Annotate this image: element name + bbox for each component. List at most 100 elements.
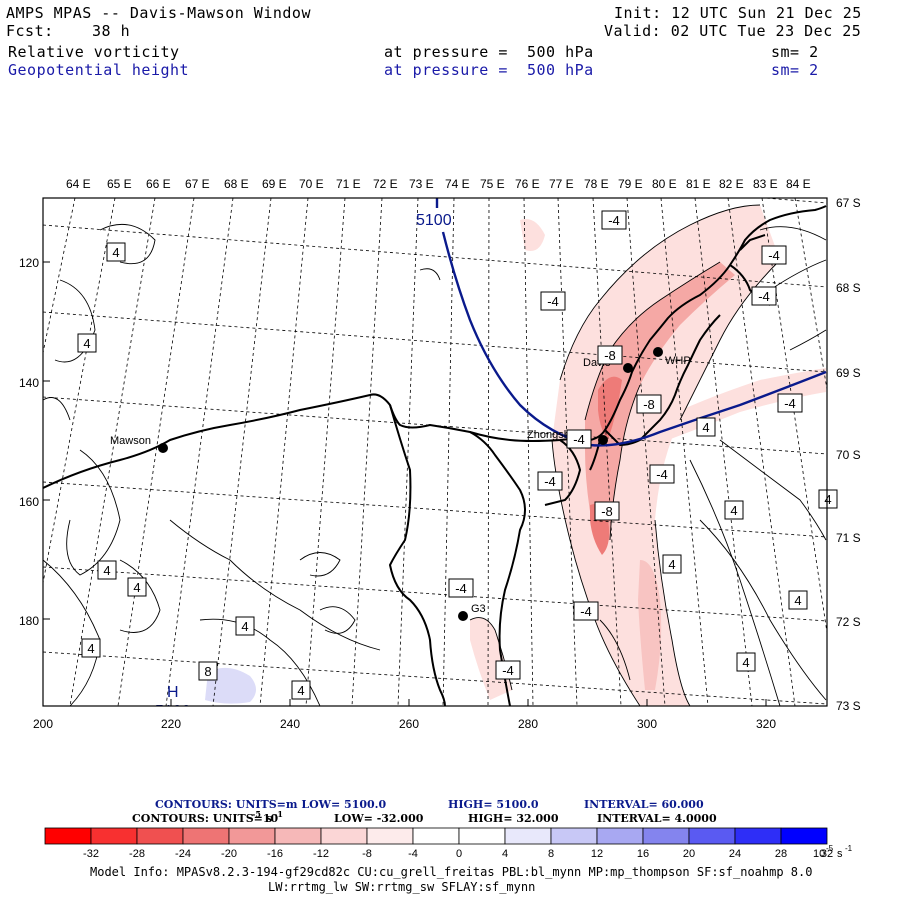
colorbar-bin	[550, 827, 598, 845]
lon-label: 82 E	[719, 177, 744, 191]
color-bar	[44, 827, 828, 845]
negative-vorticity-shading-mid	[638, 560, 662, 690]
colorbar-bin	[412, 827, 460, 845]
contour-label: -4	[751, 286, 777, 306]
forecast-hour: 38 h	[92, 22, 131, 40]
colorbar-bin	[458, 827, 506, 845]
colorbar-tick-label: -16	[267, 848, 283, 860]
field2-level: at pressure = 500 hPa	[384, 61, 594, 79]
contour-label: -4	[761, 245, 787, 265]
lon-label: 78 E	[584, 177, 609, 191]
svg-text:-4: -4	[502, 663, 514, 678]
colorbar-bin	[688, 827, 736, 845]
station-label: WHP	[665, 355, 691, 367]
svg-text:4: 4	[668, 557, 675, 572]
svg-text:4: 4	[297, 683, 304, 698]
negative-vorticity-shading-light	[520, 219, 545, 251]
grid-y-label: 120	[19, 256, 39, 270]
colorbar-unit-exp: -5	[826, 844, 834, 853]
grid-y-label: 180	[19, 614, 39, 628]
lon-label: 83 E	[753, 177, 778, 191]
lon-label: 67 E	[185, 177, 210, 191]
contour-label: -8	[594, 501, 620, 521]
contour-label: 4	[724, 500, 744, 520]
svg-text:-4: -4	[455, 581, 467, 596]
contour-label: 4	[662, 554, 682, 574]
colorbar-tick-label: 24	[729, 848, 741, 860]
contour-label: 4	[106, 242, 126, 262]
contour-label: -4	[573, 601, 599, 621]
positive-vorticity-shading	[205, 667, 256, 704]
lon-label: 77 E	[549, 177, 574, 191]
lat-label: 70 S	[836, 448, 861, 462]
colorbar-tick-label: 8	[548, 848, 554, 860]
legend-vort-contours: CONTOURS: UNITS=10	[132, 812, 279, 825]
legend-vort-interval: INTERVAL= 4.0000	[597, 812, 717, 825]
negative-vorticity-shading-light	[552, 205, 780, 706]
model-info-line1: Model Info: MPASv8.2.3-194-gf29cd82c CU:…	[90, 865, 813, 879]
field2-name: Geopotential height	[8, 61, 190, 79]
station-davis-marker	[623, 363, 633, 373]
lon-label: 74 E	[445, 177, 470, 191]
contour-label: -4	[495, 660, 521, 680]
svg-text:4: 4	[824, 492, 831, 507]
lon-label: 75 E	[480, 177, 505, 191]
legend-vort-unit: s	[266, 812, 272, 825]
colorbar-tick-label: 12	[591, 848, 603, 860]
station-whp-marker	[653, 347, 663, 357]
colorbar-tick-label: 0	[456, 848, 462, 860]
colorbar-tick-label: 28	[775, 848, 787, 860]
contour-label: 4	[736, 652, 756, 672]
high-value-label: 5100	[155, 703, 191, 720]
colorbar-tick-label: -32	[83, 848, 99, 860]
legend-vort-unit-exp: -1	[274, 809, 283, 819]
contour-label: -4	[649, 464, 675, 484]
colorbar-tick-label: -28	[129, 848, 145, 860]
plot-title: AMPS MPAS -- Davis-Mawson Window	[6, 4, 311, 22]
svg-text:8: 8	[204, 664, 211, 679]
colorbar-tick-label: 20	[683, 848, 695, 860]
colorbar-unit-s: s	[837, 848, 843, 860]
map-plot-area	[43, 198, 827, 706]
svg-text:4: 4	[103, 563, 110, 578]
station-label: Mawson	[110, 435, 151, 447]
svg-text:4: 4	[730, 503, 737, 518]
colorbar-bin	[182, 827, 230, 845]
colorbar-bin	[780, 827, 828, 845]
grid-x-label: 320	[756, 717, 776, 731]
lon-label: 72 E	[373, 177, 398, 191]
lat-label: 71 S	[836, 531, 861, 545]
contour-label: -4	[777, 393, 803, 413]
grid-x-label: 200	[33, 717, 53, 731]
colorbar-tick-label: -8	[362, 848, 372, 860]
lat-label: 69 S	[836, 366, 861, 380]
colorbar-unit-s-exp: -1	[845, 844, 853, 853]
lon-label: 73 E	[409, 177, 434, 191]
svg-text:4: 4	[742, 655, 749, 670]
lat-label: 67 S	[836, 196, 861, 210]
contour-label: 4	[77, 333, 97, 353]
svg-text:-8: -8	[604, 348, 616, 363]
lon-label: 69 E	[262, 177, 287, 191]
contour-label: 4	[97, 560, 117, 580]
colorbar-tick-label: 32	[821, 848, 833, 860]
colorbar-bin	[44, 827, 92, 845]
lon-label: 84 E	[786, 177, 811, 191]
lon-label: 76 E	[515, 177, 540, 191]
field1-smoothing: sm= 2	[771, 43, 819, 61]
colorbar-bin	[596, 827, 644, 845]
high-pressure-marker: H	[167, 684, 179, 701]
svg-text:4: 4	[133, 580, 140, 595]
svg-text:4: 4	[794, 593, 801, 608]
lat-label: 68 S	[836, 281, 861, 295]
field1-level: at pressure = 500 hPa	[384, 43, 594, 61]
station-label: G3	[471, 603, 486, 615]
svg-text:-4: -4	[758, 289, 770, 304]
model-info-line2: LW:rrtmg_lw SW:rrtmg_sw SFLAY:sf_mynn	[268, 880, 536, 894]
lon-label: 66 E	[146, 177, 171, 191]
legend-vort-low: LOW= -32.000	[334, 812, 424, 825]
colorbar-bin	[274, 827, 322, 845]
svg-text:-4: -4	[544, 474, 556, 489]
lon-label: 65 E	[107, 177, 132, 191]
